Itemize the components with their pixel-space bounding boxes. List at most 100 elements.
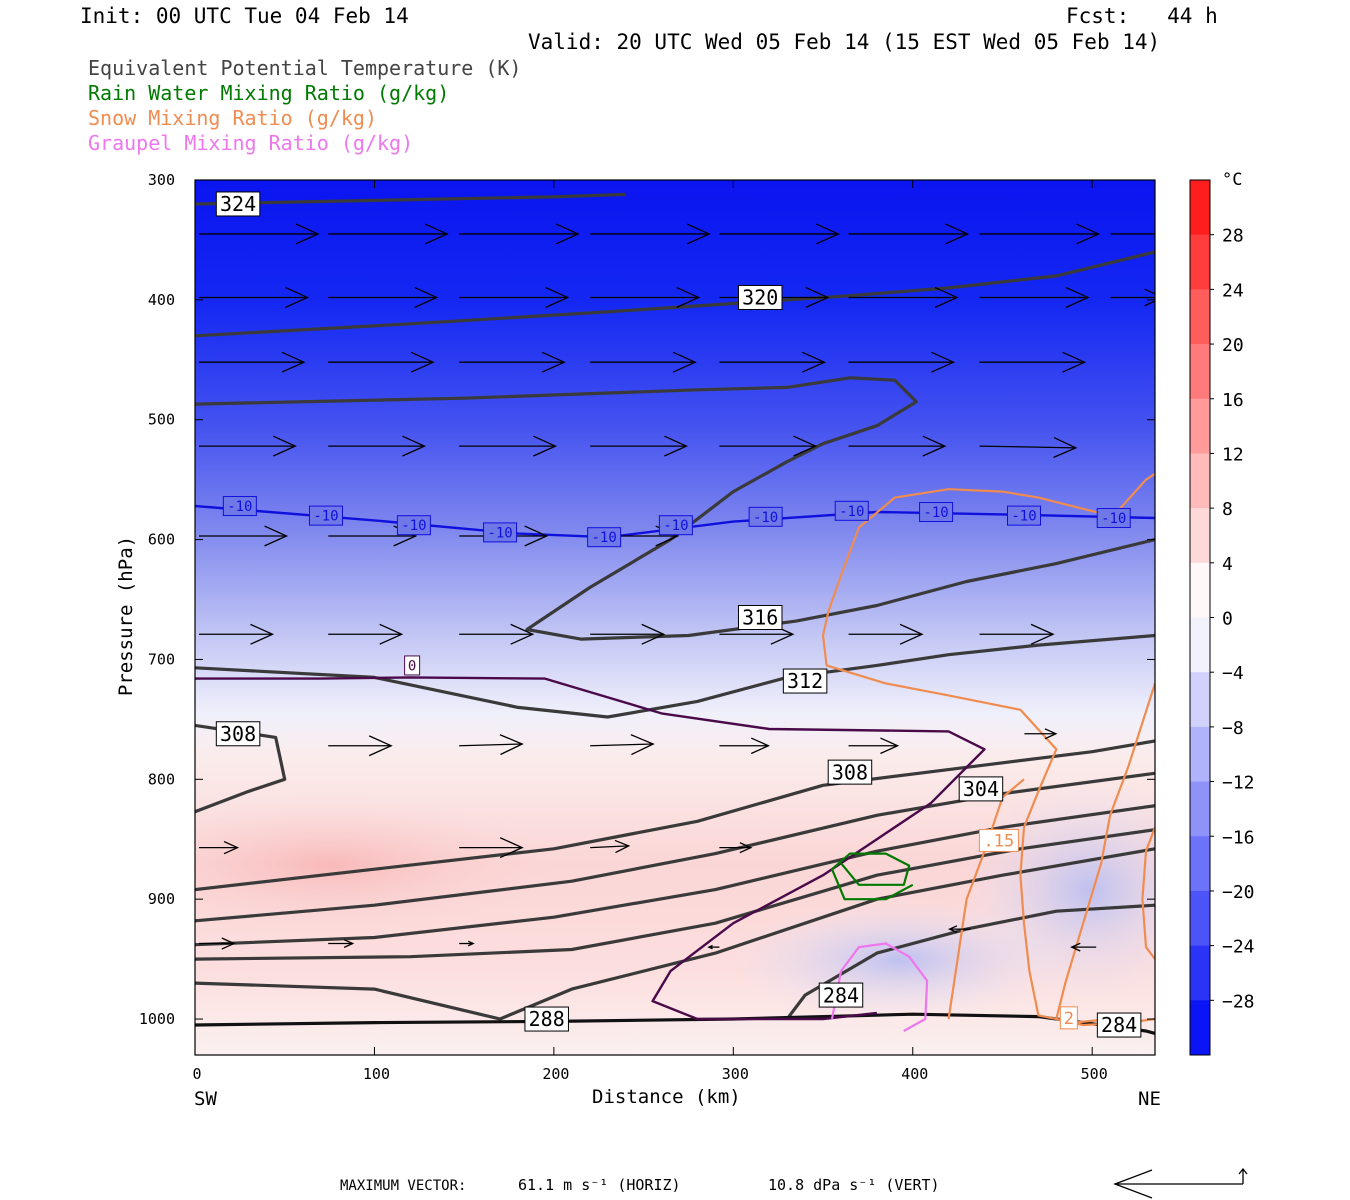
wind-vector-44	[719, 737, 770, 755]
svg-text:300: 300	[722, 1065, 749, 1083]
wind-vector-19	[590, 351, 697, 373]
svg-text:28: 28	[1222, 226, 1244, 247]
colorbar-bin-12	[1190, 836, 1210, 892]
svg-text:400: 400	[901, 1065, 928, 1083]
svg-text:324: 324	[220, 192, 256, 216]
colorbar-bin-0	[1190, 180, 1210, 236]
svg-text:2: 2	[1064, 1009, 1074, 1029]
colorbar-label-9: −8	[1210, 718, 1244, 739]
svg-text:−4: −4	[1222, 663, 1244, 684]
svg-text:308: 308	[220, 722, 256, 746]
colorbar-label-11: −16	[1210, 827, 1255, 848]
isotherm-label-4: -10	[587, 527, 622, 548]
legend-graupel: Graupel Mixing Ratio (g/kg)	[88, 131, 414, 155]
wind-vector-5	[848, 223, 970, 245]
isotherm-line-13	[195, 676, 986, 1021]
contour-line-8	[195, 828, 1155, 961]
colorbar-label-12: −20	[1210, 882, 1255, 903]
svg-text:800: 800	[148, 770, 175, 788]
y-tick-700: 700	[148, 650, 1155, 668]
theta-e-label-7: 288	[524, 1006, 569, 1032]
x-tick-400: 400	[901, 180, 928, 1083]
svg-text:-10: -10	[227, 499, 252, 515]
colorbar-bin-7	[1190, 562, 1210, 618]
colorbar-label-0: 28	[1210, 226, 1244, 247]
colorbar-bin-9	[1190, 672, 1210, 728]
svg-text:304: 304	[963, 777, 999, 801]
wind-vector-37	[590, 623, 666, 645]
wind-vector-56	[1070, 942, 1097, 952]
colorbar-bin-3	[1190, 344, 1210, 400]
isotherm-label-9: -10	[1007, 505, 1042, 526]
wind-vector-52	[328, 939, 355, 948]
y-axis-title: Pressure (hPa)	[115, 535, 137, 697]
x-tick-500: 500	[1081, 180, 1108, 1083]
svg-text:-10: -10	[313, 509, 338, 525]
colorbar-bin-5	[1190, 453, 1210, 509]
isotherm-label-1: -10	[308, 505, 343, 526]
colorbar-bin-4	[1190, 398, 1210, 454]
svg-text:400: 400	[148, 291, 175, 309]
wind-vector-11	[590, 286, 701, 308]
svg-text:100: 100	[363, 1065, 390, 1083]
svg-text:308: 308	[832, 760, 868, 784]
contour-line-3	[195, 633, 1155, 719]
contour-line-9	[195, 847, 1155, 1021]
init-time: Init: 00 UTC Tue 04 Feb 14	[80, 4, 409, 28]
sw-label: SW	[194, 1088, 217, 1110]
svg-text:0: 0	[192, 1065, 201, 1083]
wind-vector-34	[199, 623, 275, 645]
wind-vector-27	[719, 435, 818, 457]
isotherm-label-2: -10	[396, 515, 431, 536]
y-tick-900: 900	[148, 890, 1155, 908]
svg-text:600: 600	[148, 531, 175, 549]
svg-text:−12: −12	[1222, 773, 1255, 794]
wind-vector-24	[328, 435, 427, 457]
svg-text:−28: −28	[1222, 991, 1255, 1012]
snow-line-19	[1141, 826, 1155, 960]
wind-vector-53	[459, 940, 475, 947]
snow-label-0: .15	[978, 828, 1019, 852]
colorbar-label-4: 12	[1210, 444, 1244, 465]
svg-text:288: 288	[529, 1007, 565, 1031]
theta-e-label-6: 304	[958, 776, 1004, 802]
wind-vector-1	[328, 223, 449, 245]
colorbar-label-2: 20	[1210, 335, 1244, 356]
theta-e-label-3: 312	[782, 668, 828, 694]
colorbar-label-10: −12	[1210, 773, 1255, 794]
snow-line-16	[821, 472, 1155, 1024]
wind-vector-10	[459, 286, 570, 308]
isotherm-label-3: -10	[483, 522, 518, 543]
wind-vector-29	[979, 436, 1078, 458]
svg-text:900: 900	[148, 890, 175, 908]
colorbar-label-7: 0	[1210, 609, 1233, 630]
rain-line-14	[830, 852, 914, 901]
max-vector-label: MAXIMUM VECTOR:	[340, 1178, 467, 1194]
wind-vector-51	[199, 937, 236, 950]
colorbar-bin-6	[1190, 508, 1210, 564]
wind-vector-25	[459, 435, 558, 457]
snow-line-17	[947, 778, 1025, 1020]
colorbar-label-14: −28	[1210, 991, 1255, 1012]
svg-text:20: 20	[1222, 335, 1244, 356]
contour-line-1	[195, 250, 1155, 338]
svg-text:-10: -10	[839, 504, 864, 520]
isotherm-label-10: -10	[1096, 508, 1131, 529]
max-vector-horiz: 61.1 m s⁻¹ (HORIZ)	[518, 1176, 681, 1194]
legend-theta-e: Equivalent Potential Temperature (K)	[88, 56, 522, 80]
x-tick-300: 300	[722, 180, 749, 1083]
svg-text:0: 0	[1222, 609, 1233, 630]
wind-vector-20	[719, 351, 826, 373]
plot-frame	[194, 179, 1156, 1056]
contour-line-5	[195, 739, 1155, 892]
wind-vector-26	[590, 435, 689, 457]
svg-text:-10: -10	[401, 518, 426, 534]
wind-vector-35	[328, 623, 404, 645]
theta-e-label-8: 284	[818, 982, 864, 1008]
svg-text:500: 500	[148, 411, 175, 429]
svg-text:320: 320	[742, 286, 778, 310]
colorbar-label-5: 8	[1210, 499, 1233, 520]
svg-text:0: 0	[408, 658, 416, 674]
wind-vector-6	[979, 223, 1101, 245]
svg-text:16: 16	[1222, 390, 1244, 411]
